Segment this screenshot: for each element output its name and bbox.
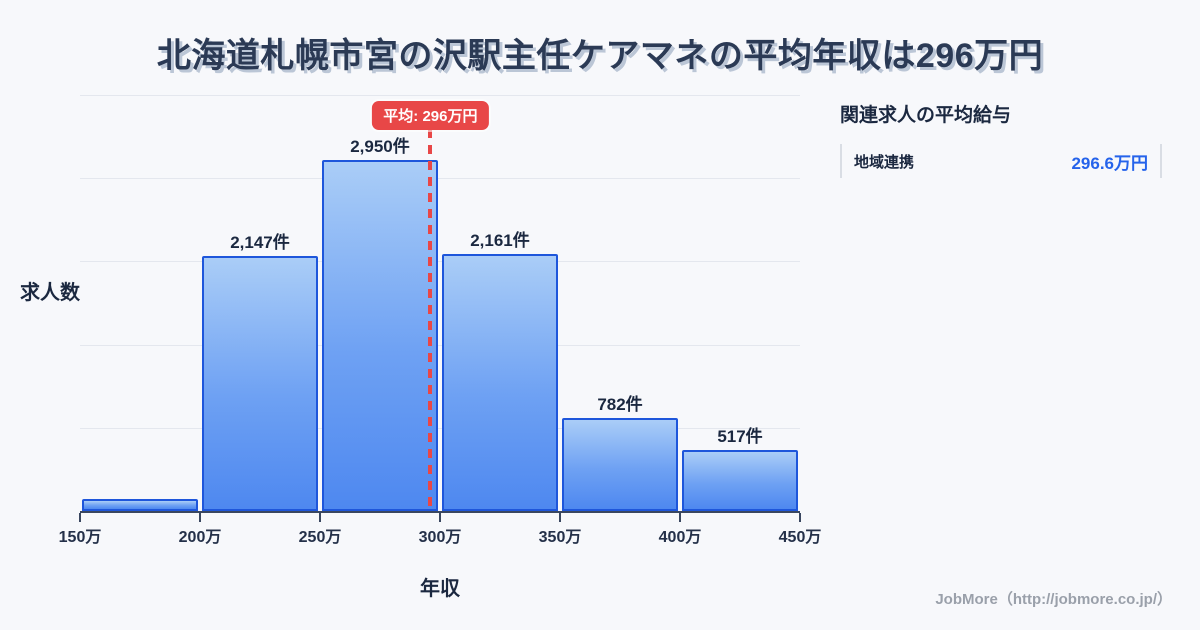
gridline — [80, 95, 800, 96]
x-axis-tick — [439, 513, 441, 522]
x-axis-tick — [79, 513, 81, 522]
bar-value-label: 517件 — [717, 427, 763, 446]
page-title: 北海道札幌市宮の沢駅主任ケアマネの平均年収は296万円 — [156, 37, 1044, 75]
x-tick-label: 300万 — [418, 529, 462, 546]
x-axis-label: 年収 — [420, 578, 460, 600]
x-axis-tick — [319, 513, 321, 522]
histogram-bar — [442, 254, 558, 511]
related-job-label: 地域連携 — [854, 153, 915, 171]
bar-value-label: 2,950件 — [350, 137, 410, 156]
histogram-bar — [202, 256, 318, 511]
footer-credit: JobMore（http://jobmore.co.jp/） — [935, 591, 1172, 608]
x-axis-tick — [199, 513, 201, 522]
gridline — [80, 178, 800, 180]
histogram-bar — [322, 160, 438, 511]
average-badge: 平均: 296万円 — [372, 101, 489, 130]
gridline — [80, 344, 800, 346]
x-tick-label: 250万 — [298, 529, 342, 546]
x-tick-label: 350万 — [538, 529, 582, 546]
x-axis-tick — [559, 513, 561, 522]
x-axis-tick — [799, 513, 801, 522]
gridline — [80, 261, 800, 263]
x-tick-label: 400万 — [658, 529, 702, 546]
histogram-bar — [682, 450, 798, 511]
y-axis-label: 求人数 — [20, 282, 80, 304]
side-panel-heading: 関連求人の平均給与 — [840, 105, 1012, 126]
related-job-value: 296.6万円 — [1071, 153, 1148, 173]
histogram-bar — [562, 418, 678, 511]
gridline — [80, 427, 800, 429]
bar-value-label: 2,147件 — [230, 233, 290, 252]
histogram-bar — [82, 499, 198, 511]
average-line — [428, 129, 433, 511]
x-tick-label: 150万 — [58, 529, 102, 546]
bar-value-label: 782件 — [597, 395, 643, 414]
bar-value-label: 2,161件 — [470, 231, 530, 250]
x-tick-label: 200万 — [178, 529, 222, 546]
x-axis-tick — [679, 513, 681, 522]
x-tick-label: 450万 — [778, 529, 822, 546]
related-job-row: 地域連携 296.6万円 — [840, 144, 1162, 178]
salary-histogram: 2,147件 2,950件 2,161件 782件 517件 150万 200万 250万 30… — [59, 95, 821, 546]
